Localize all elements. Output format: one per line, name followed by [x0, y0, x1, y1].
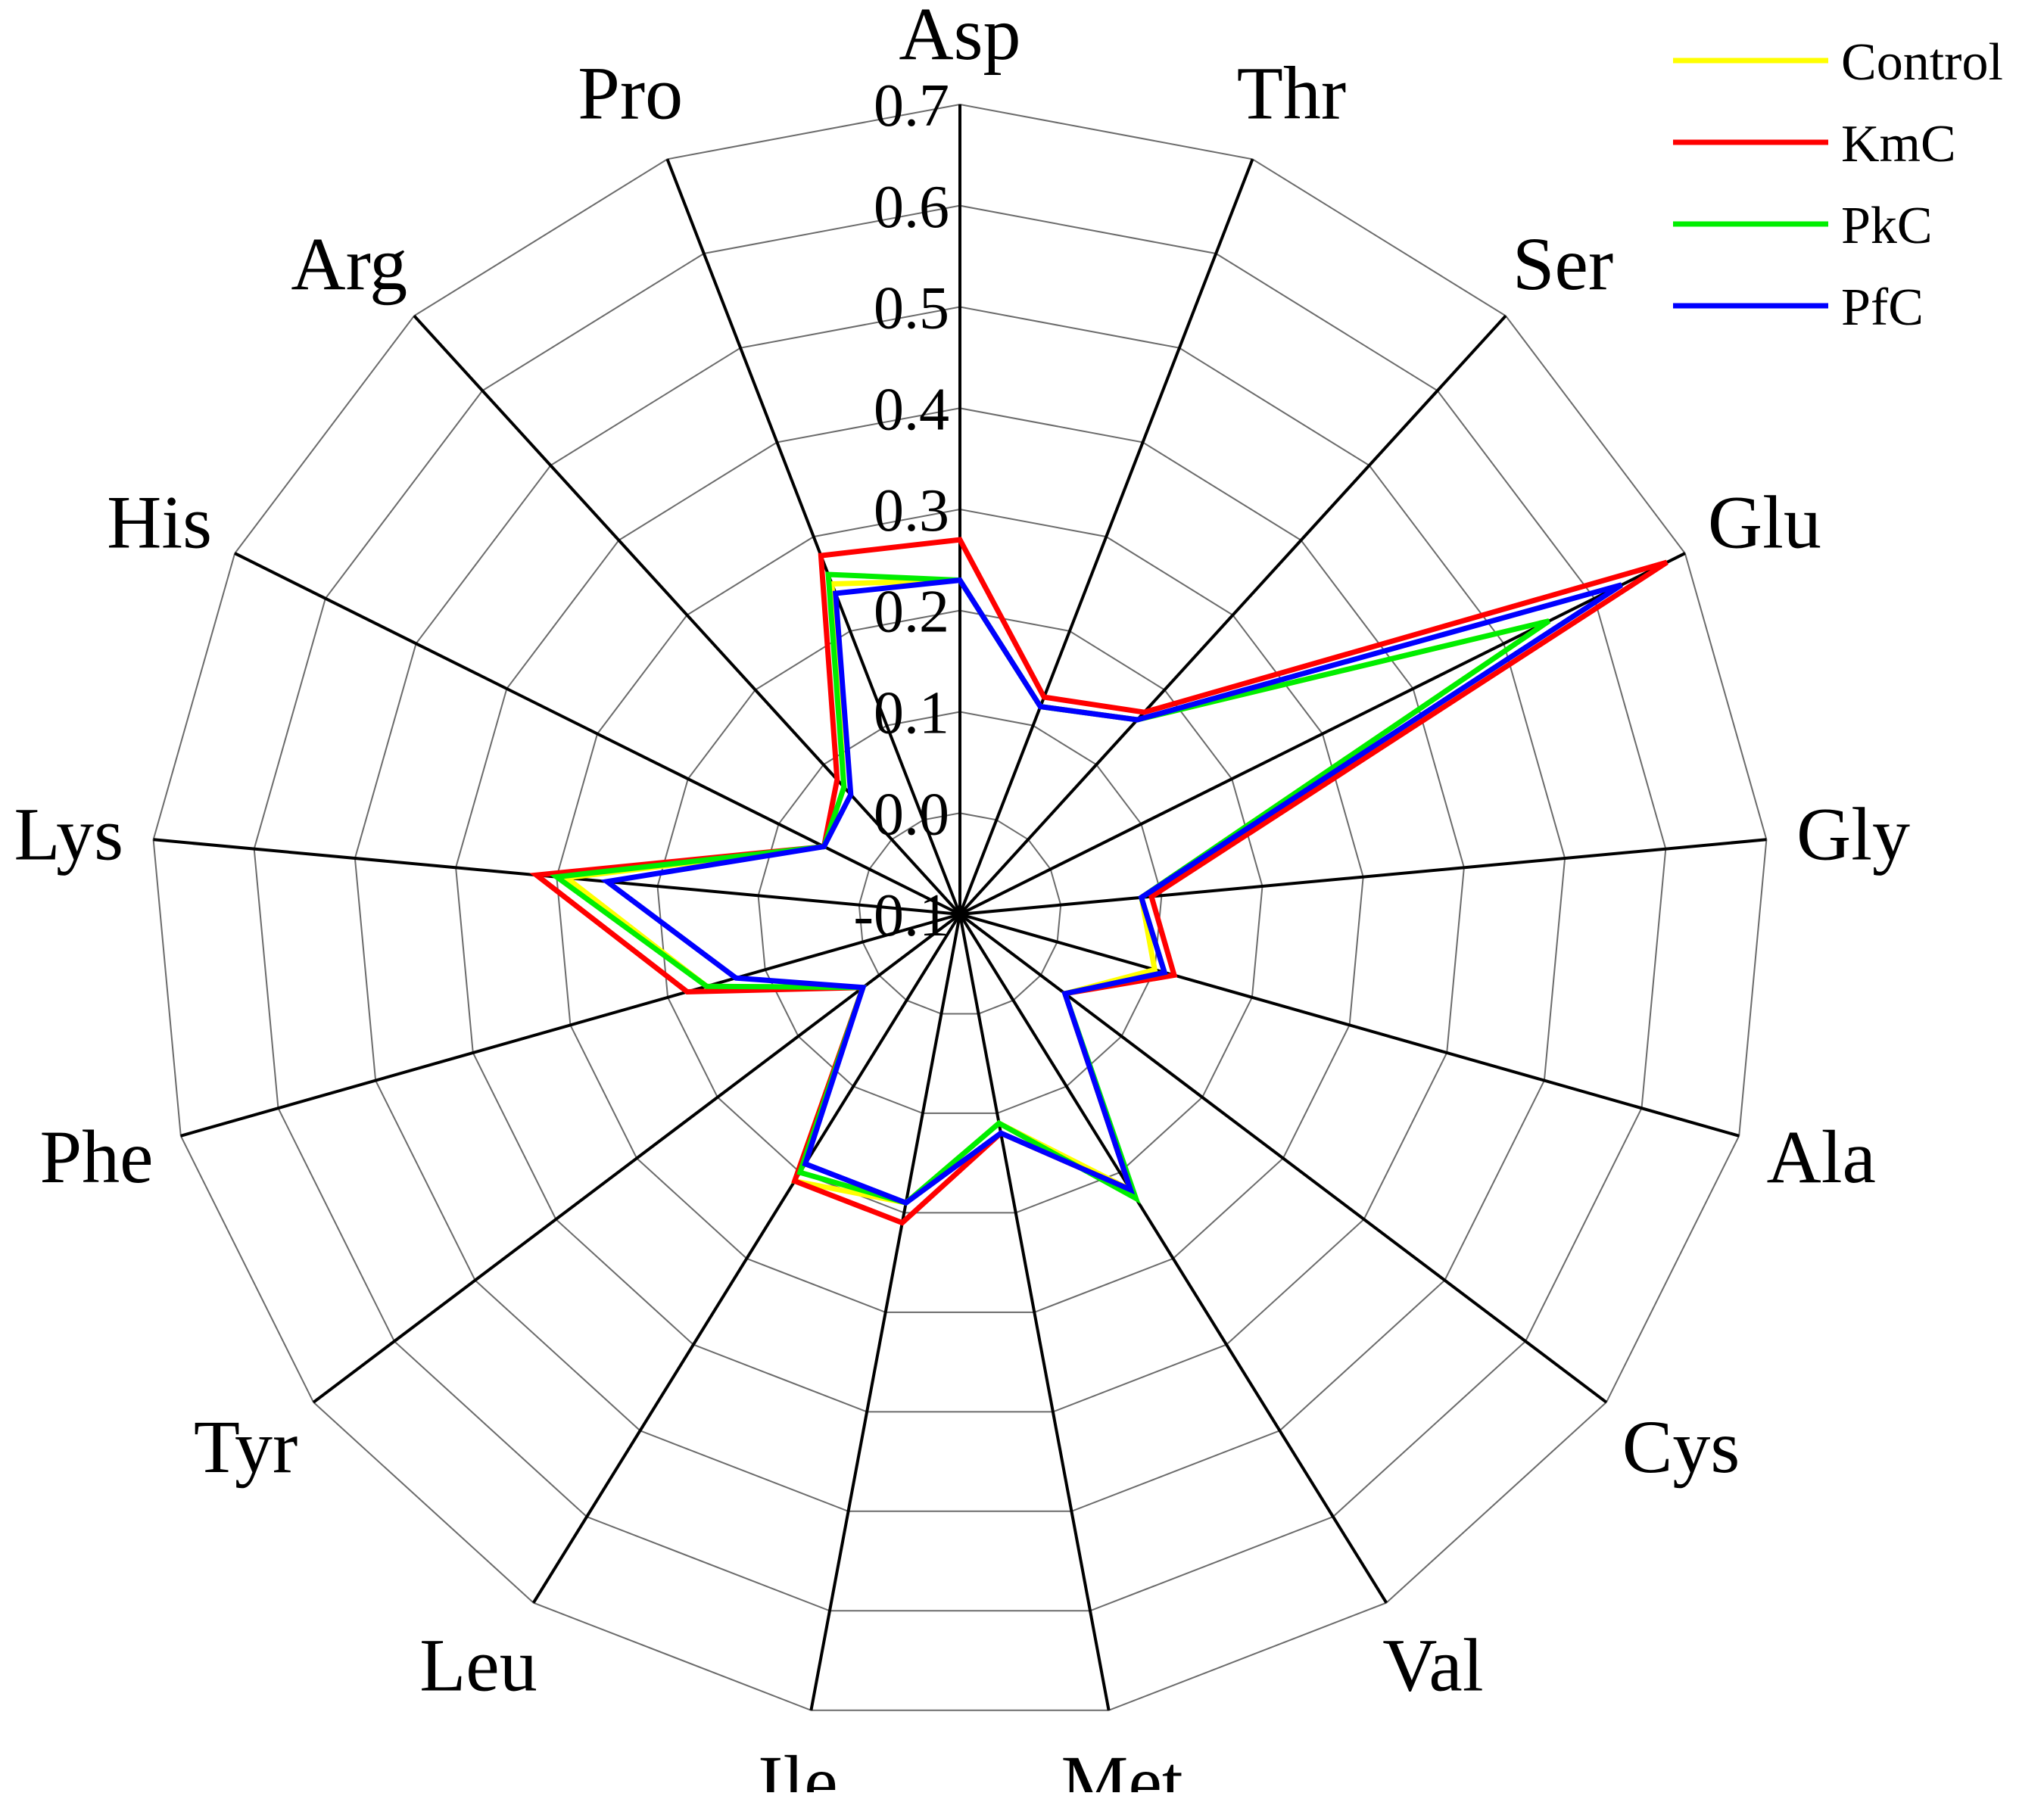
category-label-tyr: Tyr [194, 1405, 298, 1489]
series-line-pfc [600, 577, 1623, 1206]
grid-ring [757, 711, 1163, 1114]
radial-tick-labels: 0.7 0.6 0.5 0.4 0.3 0.2 0.1 0.0 -0.1 [853, 73, 949, 949]
category-label-met: Met [1061, 1740, 1183, 1792]
grid-ring [556, 508, 1364, 1313]
category-label-asp: Asp [899, 0, 1020, 76]
axis-spoke-ile [809, 914, 961, 1711]
axis-spoke-leu [531, 913, 961, 1604]
axis-spoke-pro [665, 158, 961, 915]
series-line-pkc [549, 571, 1551, 1206]
tick-label: 0.6 [874, 174, 949, 241]
radar-axes [153, 104, 1767, 1711]
category-label-his: His [107, 481, 212, 565]
category-label-ile: Ile [758, 1740, 837, 1792]
category-labels: Asp Thr Ser Glu Gly Ala Cys Val Met Ile Leu Tyr Phe L… [14, 0, 1910, 1796]
category-label-ser: Ser [1513, 222, 1613, 306]
category-label-pro: Pro [578, 51, 683, 135]
tick-label: 0.0 [874, 781, 949, 848]
tick-label: 0.7 [874, 73, 949, 139]
category-label-glu: Glu [1708, 481, 1821, 565]
axis-spoke-val [958, 913, 1388, 1604]
grid-ring [253, 204, 1667, 1612]
category-label-val: Val [1382, 1623, 1483, 1707]
tick-label: -0.1 [853, 882, 949, 949]
axis-spoke-ala [959, 913, 1740, 1138]
tick-label: 0.1 [874, 680, 949, 747]
series-line-kmc [529, 537, 1669, 1226]
axis-spoke-gly [959, 838, 1767, 916]
category-label-gly: Gly [1796, 792, 1910, 876]
radar-series [529, 537, 1669, 1226]
grid-ring [455, 407, 1465, 1413]
tick-label: 0.3 [874, 478, 949, 544]
axis-spoke-glu [959, 552, 1686, 916]
category-label-cys: Cys [1622, 1405, 1740, 1489]
legend-label-kmc: KmC [1841, 115, 1956, 173]
legend-label-pkc: PkC [1841, 197, 1933, 255]
category-label-lys: Lys [14, 792, 123, 876]
axis-spoke-met [958, 914, 1111, 1711]
axis-spoke-phe [180, 913, 961, 1138]
legend-label-control: Control [1841, 33, 2003, 92]
category-label-leu: Leu [419, 1623, 537, 1707]
axis-spoke-ser [958, 314, 1507, 916]
category-label-thr: Thr [1237, 51, 1346, 135]
legend-label-pfc: PfC [1841, 279, 1924, 337]
grid-ring [858, 812, 1062, 1015]
category-label-arg: Arg [291, 222, 407, 306]
axis-spoke-tyr [312, 913, 961, 1404]
axis-spoke-his [234, 552, 961, 916]
axis-spoke-arg [413, 314, 961, 916]
tick-label: 0.2 [874, 579, 949, 646]
tick-label: 0.5 [874, 275, 949, 342]
category-label-ala: Ala [1767, 1115, 1876, 1199]
category-label-phe: Phe [40, 1115, 154, 1199]
legend: Control KmC PkC PfC [1673, 33, 2003, 337]
grid-ring [152, 103, 1768, 1711]
grid-ring [656, 609, 1263, 1214]
axis-spoke-thr [958, 158, 1254, 915]
tick-label: 0.4 [874, 376, 949, 443]
